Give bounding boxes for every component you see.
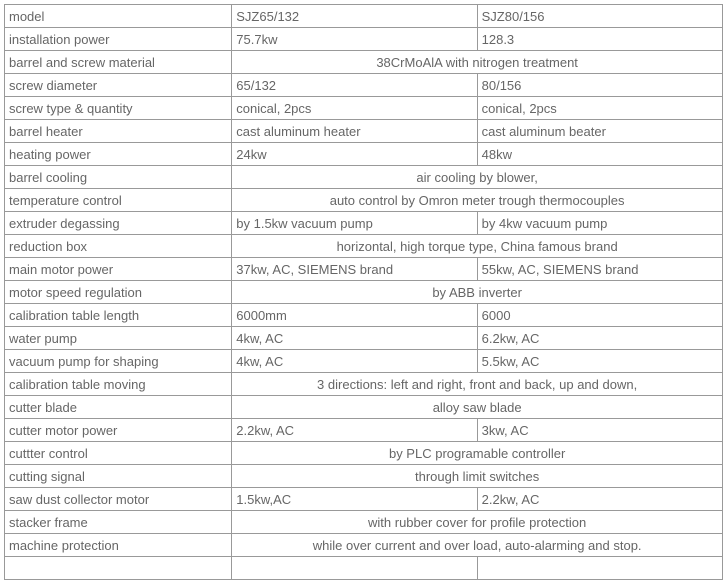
spec-value-col2: cast aluminum beater — [477, 120, 722, 143]
spec-value-merged: horizontal, high torque type, China famo… — [232, 235, 723, 258]
table-row: barrel heatercast aluminum heatercast al… — [5, 120, 723, 143]
spec-label: barrel heater — [5, 120, 232, 143]
table-row: screw diameter65/13280/156 — [5, 74, 723, 97]
spec-value-col1: 75.7kw — [232, 28, 477, 51]
spec-label: cutter motor power — [5, 419, 232, 442]
spec-value-merged: by PLC programable controller — [232, 442, 723, 465]
spec-value-col2: by 4kw vacuum pump — [477, 212, 722, 235]
spec-label: model — [5, 5, 232, 28]
spec-value-col1: 2.2kw, AC — [232, 419, 477, 442]
table-row: modelSJZ65/132SJZ80/156 — [5, 5, 723, 28]
table-row: heating power24kw48kw — [5, 143, 723, 166]
spec-label: extruder degassing — [5, 212, 232, 235]
spec-value-merged: 38CrMoAlA with nitrogen treatment — [232, 51, 723, 74]
spec-value-col1: 1.5kw,AC — [232, 488, 477, 511]
spec-value-col1: 24kw — [232, 143, 477, 166]
spec-value-col1: 6000mm — [232, 304, 477, 327]
table-row: extruder degassingby 1.5kw vacuum pumpby… — [5, 212, 723, 235]
spec-label: cutting signal — [5, 465, 232, 488]
spec-value-col1: 4kw, AC — [232, 327, 477, 350]
spec-value-col1: 4kw, AC — [232, 350, 477, 373]
spec-value-col1 — [232, 557, 477, 580]
spec-label: temperature control — [5, 189, 232, 212]
spec-value-col2: 128.3 — [477, 28, 722, 51]
spec-value-merged: while over current and over load, auto-a… — [232, 534, 723, 557]
spec-value-col1: by 1.5kw vacuum pump — [232, 212, 477, 235]
table-row: installation power75.7kw128.3 — [5, 28, 723, 51]
spec-value-col2: 55kw, AC, SIEMENS brand — [477, 258, 722, 281]
table-row: screw type & quantityconical, 2pcsconica… — [5, 97, 723, 120]
table-row: reduction boxhorizontal, high torque typ… — [5, 235, 723, 258]
spec-label: saw dust collector motor — [5, 488, 232, 511]
spec-value-col2: 2.2kw, AC — [477, 488, 722, 511]
spec-value-col1: 65/132 — [232, 74, 477, 97]
table-row: water pump4kw, AC6.2kw, AC — [5, 327, 723, 350]
spec-value-col2: 6.2kw, AC — [477, 327, 722, 350]
spec-label: heating power — [5, 143, 232, 166]
spec-label: cuttter control — [5, 442, 232, 465]
spec-value-col1: cast aluminum heater — [232, 120, 477, 143]
table-row: vacuum pump for shaping4kw, AC5.5kw, AC — [5, 350, 723, 373]
table-row — [5, 557, 723, 580]
spec-label — [5, 557, 232, 580]
spec-label: water pump — [5, 327, 232, 350]
spec-label: reduction box — [5, 235, 232, 258]
spec-label: machine protection — [5, 534, 232, 557]
table-row: motor speed regulationby ABB inverter — [5, 281, 723, 304]
spec-value-merged: air cooling by blower, — [232, 166, 723, 189]
spec-value-col2: 5.5kw, AC — [477, 350, 722, 373]
table-row: barrel coolingair cooling by blower, — [5, 166, 723, 189]
spec-value-col2: 48kw — [477, 143, 722, 166]
spec-value-col2: 3kw, AC — [477, 419, 722, 442]
spec-value-col2 — [477, 557, 722, 580]
table-row: cutter bladealloy saw blade — [5, 396, 723, 419]
spec-label: screw type & quantity — [5, 97, 232, 120]
spec-value-col2: conical, 2pcs — [477, 97, 722, 120]
table-row: calibration table length6000mm6000 — [5, 304, 723, 327]
table-row: cutter motor power2.2kw, AC3kw, AC — [5, 419, 723, 442]
spec-label: stacker frame — [5, 511, 232, 534]
spec-label: main motor power — [5, 258, 232, 281]
table-row: cutting signalthrough limit switches — [5, 465, 723, 488]
table-row: barrel and screw material38CrMoAlA with … — [5, 51, 723, 74]
spec-value-col2: 80/156 — [477, 74, 722, 97]
spec-value-col2: 6000 — [477, 304, 722, 327]
spec-value-col1: SJZ65/132 — [232, 5, 477, 28]
table-row: calibration table moving3 directions: le… — [5, 373, 723, 396]
spec-value-merged: through limit switches — [232, 465, 723, 488]
spec-value-merged: with rubber cover for profile protection — [232, 511, 723, 534]
spec-label: screw diameter — [5, 74, 232, 97]
table-row: stacker framewith rubber cover for profi… — [5, 511, 723, 534]
spec-value-merged: by ABB inverter — [232, 281, 723, 304]
spec-value-merged: auto control by Omron meter trough therm… — [232, 189, 723, 212]
table-row: saw dust collector motor1.5kw,AC2.2kw, A… — [5, 488, 723, 511]
table-row: main motor power37kw, AC, SIEMENS brand5… — [5, 258, 723, 281]
spec-label: barrel and screw material — [5, 51, 232, 74]
spec-label: motor speed regulation — [5, 281, 232, 304]
spec-label: calibration table moving — [5, 373, 232, 396]
spec-value-merged: alloy saw blade — [232, 396, 723, 419]
spec-label: barrel cooling — [5, 166, 232, 189]
spec-table: modelSJZ65/132SJZ80/156installation powe… — [4, 4, 723, 580]
spec-label: cutter blade — [5, 396, 232, 419]
table-row: cuttter controlby PLC programable contro… — [5, 442, 723, 465]
spec-value-col1: conical, 2pcs — [232, 97, 477, 120]
table-row: temperature controlauto control by Omron… — [5, 189, 723, 212]
table-row: machine protectionwhile over current and… — [5, 534, 723, 557]
spec-label: installation power — [5, 28, 232, 51]
spec-label: calibration table length — [5, 304, 232, 327]
spec-value-merged: 3 directions: left and right, front and … — [232, 373, 723, 396]
spec-value-col1: 37kw, AC, SIEMENS brand — [232, 258, 477, 281]
spec-value-col2: SJZ80/156 — [477, 5, 722, 28]
spec-label: vacuum pump for shaping — [5, 350, 232, 373]
